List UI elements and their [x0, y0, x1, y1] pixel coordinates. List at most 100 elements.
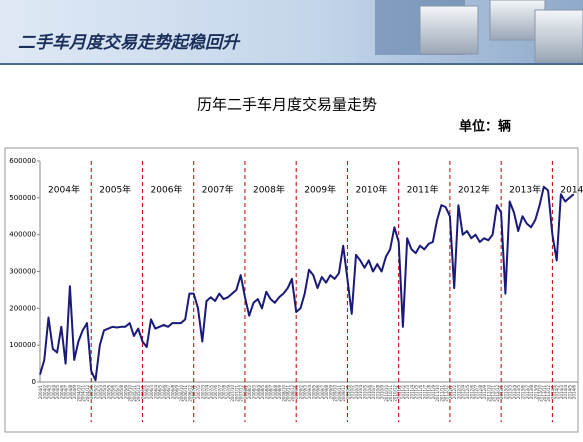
- x-tick-label: 2005/6: [111, 385, 116, 400]
- x-tick-label: 2013/10: [538, 385, 543, 402]
- year-label: 2012年: [458, 184, 490, 196]
- x-tick-label: 2004/8: [68, 385, 73, 400]
- x-tick-label: 2005/3: [98, 385, 103, 400]
- y-tick-label: 600000: [9, 157, 36, 165]
- x-tick-label: 2014/2: [555, 385, 560, 400]
- x-tick-label: 2012/5: [465, 385, 470, 400]
- year-label: 2004年: [48, 184, 80, 196]
- x-tick-label: 2005/8: [119, 385, 124, 400]
- x-tick-label: 2011/4: [409, 385, 414, 400]
- x-tick-label: 2012/10: [486, 385, 491, 402]
- x-tick-label: 2011/5: [414, 385, 419, 400]
- x-tick-label: 2013/7: [525, 385, 530, 400]
- x-tick-label: 2009/12: [341, 385, 346, 402]
- x-tick-label: 2010/8: [375, 385, 380, 400]
- x-tick-label: 2008/5: [260, 385, 265, 400]
- x-tick-label: 2005/10: [128, 385, 133, 402]
- x-tick-label: 2006/4: [153, 385, 158, 400]
- x-tick-label: 2013/3: [508, 385, 513, 400]
- x-tick-label: 2011/9: [431, 385, 436, 400]
- x-tick-label: 2012/1: [448, 385, 453, 400]
- x-tick-label: 2010/10: [384, 385, 389, 402]
- year-label: 2014年: [560, 184, 583, 196]
- x-tick-label: 2013/5: [516, 385, 521, 400]
- x-tick-label: 2007/4: [205, 385, 210, 400]
- x-tick-label: 2008/9: [277, 385, 282, 400]
- x-tick-label: 2010/1: [345, 385, 350, 400]
- x-tick-label: 2013/4: [512, 385, 517, 400]
- x-tick-label: 2012/11: [491, 385, 496, 402]
- x-tick-label: 2005/5: [106, 385, 111, 400]
- x-tick-label: 2006/9: [175, 385, 180, 400]
- year-label: 2008年: [253, 184, 285, 196]
- x-tick-label: 2004/9: [72, 385, 77, 400]
- x-tick-label: 2012/7: [474, 385, 479, 400]
- data-line: [39, 185, 575, 382]
- x-tick-label: 2008/1: [243, 385, 248, 400]
- x-tick-label: 2007/7: [217, 385, 222, 400]
- x-tick-label: 2005/11: [132, 385, 137, 402]
- x-tick-label: 2013/6: [520, 385, 525, 400]
- x-tick-label: 2008/6: [264, 385, 269, 400]
- x-tick-label: 2013/8: [529, 385, 534, 400]
- x-tick-label: 2006/2: [145, 385, 150, 400]
- x-tick-label: 2006/8: [170, 385, 175, 400]
- x-tick-label: 2005/4: [102, 385, 107, 400]
- x-tick-label: 2012/12: [495, 385, 500, 402]
- x-tick-label: 2009/7: [320, 385, 325, 400]
- x-tick-label: 2008/2: [247, 385, 252, 400]
- x-tick-label: 2005/2: [94, 385, 99, 400]
- x-tick-label: 2011/6: [418, 385, 423, 400]
- year-label: 2011年: [407, 184, 439, 196]
- x-tick-label: 2010/7: [371, 385, 376, 400]
- x-tick-label: 2005/9: [123, 385, 128, 400]
- x-tick-label: 2012/9: [482, 385, 487, 400]
- x-tick-label: 2012/6: [469, 385, 474, 400]
- x-tick-label: 2011/3: [405, 385, 410, 400]
- x-tick-label: 2009/5: [311, 385, 316, 400]
- x-tick-label: 2010/3: [354, 385, 359, 400]
- slide-title: 二手车月度交易走势起稳回升: [18, 33, 241, 53]
- y-tick-label: 500000: [9, 194, 36, 202]
- x-tick-label: 2014/1: [550, 385, 555, 400]
- x-tick-label: 2014/5: [567, 385, 572, 400]
- x-tick-label: 2008/8: [273, 385, 278, 400]
- x-tick-label: 2007/10: [230, 385, 235, 402]
- x-tick-label: 2008/4: [256, 385, 261, 400]
- x-tick-label: 2004/12: [85, 385, 90, 402]
- x-tick-label: 2007/2: [196, 385, 201, 400]
- x-tick-label: 2010/4: [358, 385, 363, 400]
- x-tick-label: 2011/2: [401, 385, 406, 400]
- x-tick-label: 2005/1: [89, 385, 94, 400]
- x-tick-label: 2005/12: [136, 385, 141, 402]
- y-tick-label: 200000: [9, 304, 36, 312]
- x-tick-label: 2008/11: [286, 385, 291, 402]
- x-tick-label: 2013/2: [503, 385, 508, 400]
- x-tick-label: 2004/2: [42, 385, 47, 400]
- x-tick-label: 2008/7: [269, 385, 274, 400]
- chart-frame: [4, 147, 579, 433]
- x-tick-label: 2009/8: [324, 385, 329, 400]
- x-tick-label: 2010/6: [367, 385, 372, 400]
- x-tick-label: 2011/7: [422, 385, 427, 400]
- x-tick-label: 2006/12: [187, 385, 192, 402]
- x-tick-label: 2007/1: [192, 385, 197, 400]
- x-tick-label: 2006/6: [162, 385, 167, 400]
- x-tick-label: 2010/2: [350, 385, 355, 400]
- x-tick-label: 2007/9: [226, 385, 231, 400]
- x-tick-label: 2013/1: [499, 385, 504, 400]
- x-tick-label: 2006/5: [158, 385, 163, 400]
- x-tick-label: 2006/7: [166, 385, 171, 400]
- x-tick-label: 2009/4: [307, 385, 312, 400]
- x-tick-label: 2008/3: [251, 385, 256, 400]
- x-tick-label: 2009/2: [298, 385, 303, 400]
- x-tick-label: 2006/11: [183, 385, 188, 402]
- x-tick-label: 2007/5: [209, 385, 214, 400]
- x-tick-label: 2007/8: [222, 385, 227, 400]
- x-tick-label: 2012/2: [452, 385, 457, 400]
- x-tick-label: 2004/1: [38, 385, 43, 400]
- y-tick-label: 400000: [9, 231, 36, 239]
- x-tick-label: 2006/10: [179, 385, 184, 402]
